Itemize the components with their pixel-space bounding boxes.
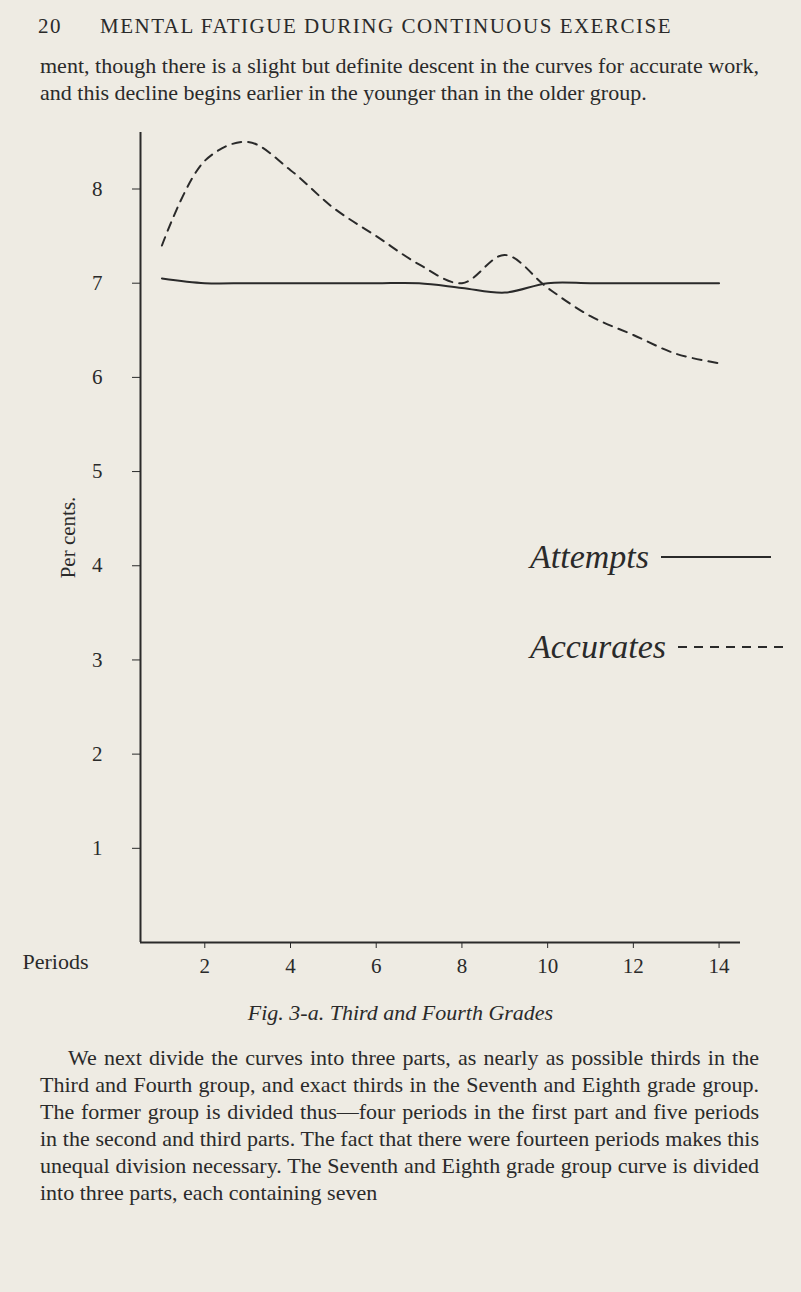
svg-text:2: 2 bbox=[200, 954, 211, 978]
svg-text:4: 4 bbox=[92, 553, 103, 577]
svg-text:6: 6 bbox=[371, 954, 382, 978]
svg-text:Per cents.: Per cents. bbox=[56, 497, 80, 579]
svg-text:1: 1 bbox=[92, 836, 103, 860]
svg-text:7: 7 bbox=[92, 271, 103, 295]
svg-text:3: 3 bbox=[92, 648, 103, 672]
svg-text:14: 14 bbox=[709, 954, 731, 978]
svg-text:10: 10 bbox=[537, 954, 558, 978]
svg-text:4: 4 bbox=[285, 954, 296, 978]
svg-text:5: 5 bbox=[92, 459, 103, 483]
svg-text:Periods: Periods bbox=[23, 949, 89, 974]
svg-text:12: 12 bbox=[623, 954, 644, 978]
html-text:MENTAL FATIGUE DURING CONTINUO: MENTAL FATIGUE DURING CONTINUOUS EXERCIS… bbox=[100, 14, 672, 38]
html-text:Accurates: Accurates bbox=[530, 628, 666, 665]
svg-text:8: 8 bbox=[92, 177, 103, 201]
html-text:Attempts: Attempts bbox=[530, 538, 649, 575]
html-text:Fig. 3-a. Third and Fourth Gra: Fig. 3-a. Third and Fourth Grades bbox=[247, 1000, 554, 1025]
html-text:ment, though there is a slight: ment, though there is a slight but defin… bbox=[40, 53, 759, 105]
svg-text:8: 8 bbox=[457, 954, 468, 978]
svg-text:6: 6 bbox=[92, 365, 103, 389]
html-text:20: 20 bbox=[38, 14, 62, 38]
html-text:We next divide the curves into: We next divide the curves into three par… bbox=[40, 1045, 759, 1205]
svg-text:2: 2 bbox=[92, 742, 103, 766]
